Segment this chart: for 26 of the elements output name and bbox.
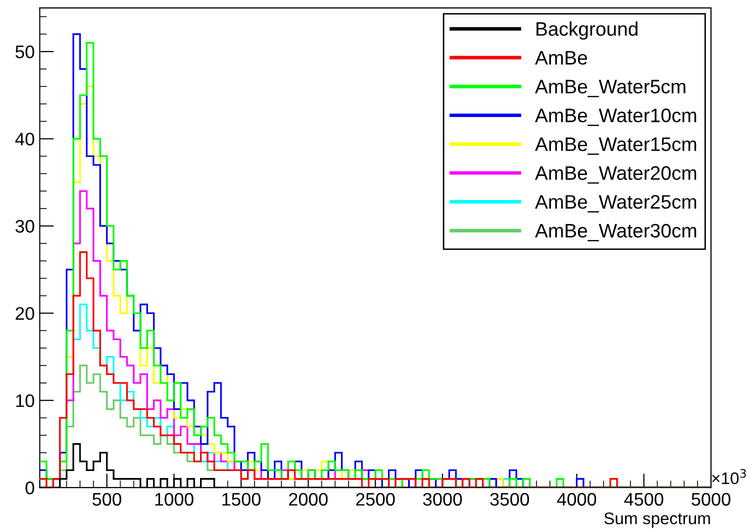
legend-label: AmBe_Water30cm: [534, 224, 696, 242]
x-tick-label: 1500: [222, 492, 261, 506]
legend-label: AmBe: [534, 51, 588, 65]
x-tick-label: 1000: [155, 492, 194, 506]
x-axis-title: Sum spectrum: [604, 512, 710, 528]
y-tick-label: 20: [16, 307, 34, 320]
legend-label: AmBe_Water10cm: [534, 108, 696, 126]
legend-label: AmBe_Water5cm: [534, 80, 686, 98]
legend-label: AmBe_Water20cm: [534, 166, 696, 184]
x-tick-label: 2000: [289, 492, 328, 506]
y-tick-label: 50: [16, 45, 34, 58]
y-tick-label: 30: [15, 220, 34, 233]
y-tick-label: 40: [15, 132, 34, 146]
x-tick-label: 5000: [692, 492, 730, 506]
text: ×10$^{3}$: [712, 468, 746, 484]
legend-label: AmBe_Water15cm: [534, 138, 696, 155]
x-tick-label: 500: [92, 492, 122, 506]
x-tick-label: 4000: [557, 492, 596, 506]
y-tick-label: 10: [16, 394, 34, 408]
x-tick-label: 2500: [356, 492, 395, 506]
x-tick-label: 4500: [624, 492, 664, 506]
y-tick-label: 0: [26, 482, 34, 494]
legend-label: AmBe_Water25cm: [534, 194, 696, 212]
legend-label: Background: [536, 22, 638, 40]
x-tick-label: 3000: [423, 492, 462, 506]
x-tick-label: 3500: [490, 492, 530, 506]
